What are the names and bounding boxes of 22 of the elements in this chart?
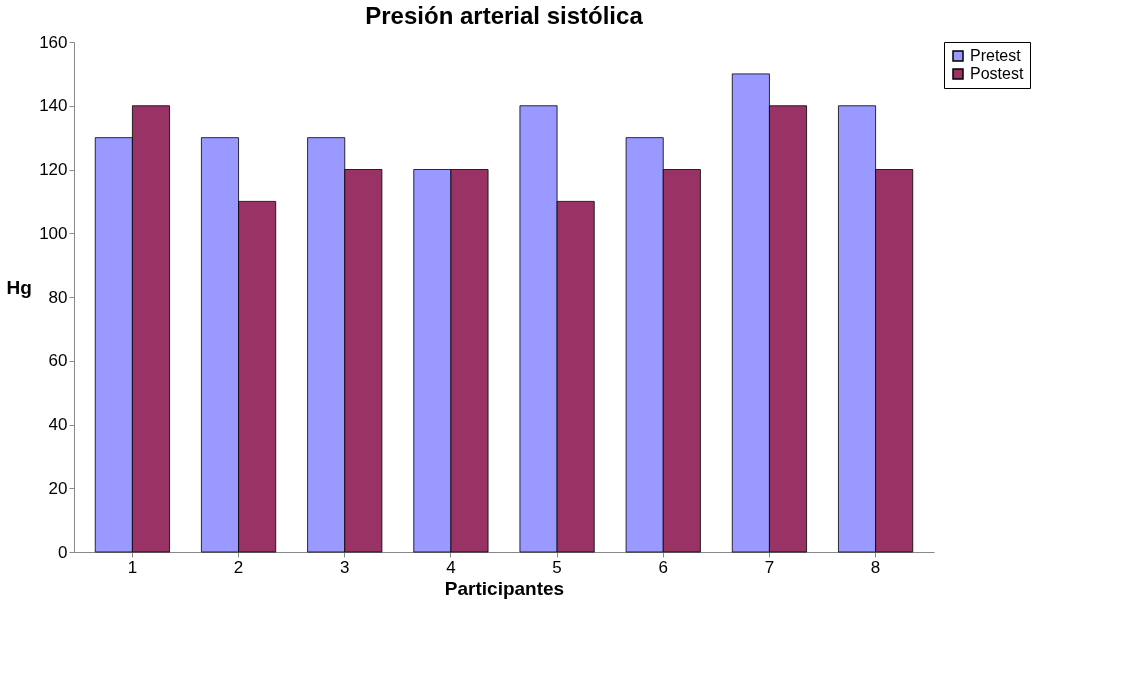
legend-label: Postest (970, 65, 1024, 82)
y-tick-label: 140 (39, 96, 68, 116)
y-tick-label: 60 (48, 351, 68, 371)
chart-title: Presión arterial sistólica (365, 2, 644, 29)
y-tick-label: 80 (48, 287, 68, 307)
y-tick-label: 20 (48, 478, 68, 498)
y-tick-label: 160 (39, 32, 68, 52)
y-tick-label: 40 (48, 415, 68, 434)
x-tick-label: 6 (658, 557, 668, 577)
y-tick-label: 0 (58, 542, 68, 562)
x-tick-label: 5 (552, 557, 562, 577)
y-tick-label: 120 (39, 160, 68, 179)
x-tick-label: 7 (764, 557, 775, 577)
x-tick-label: 4 (446, 557, 456, 577)
y-tick-label: 100 (39, 223, 68, 243)
legend-label: Pretest (970, 47, 1022, 64)
y-axis-title: Hg (6, 276, 32, 298)
x-tick-label: 3 (340, 557, 350, 577)
x-axis-title: Participantes (444, 577, 565, 599)
x-tick-label: 1 (127, 557, 138, 577)
x-tick-label: 2 (233, 557, 244, 577)
x-tick-label: 8 (870, 557, 881, 577)
